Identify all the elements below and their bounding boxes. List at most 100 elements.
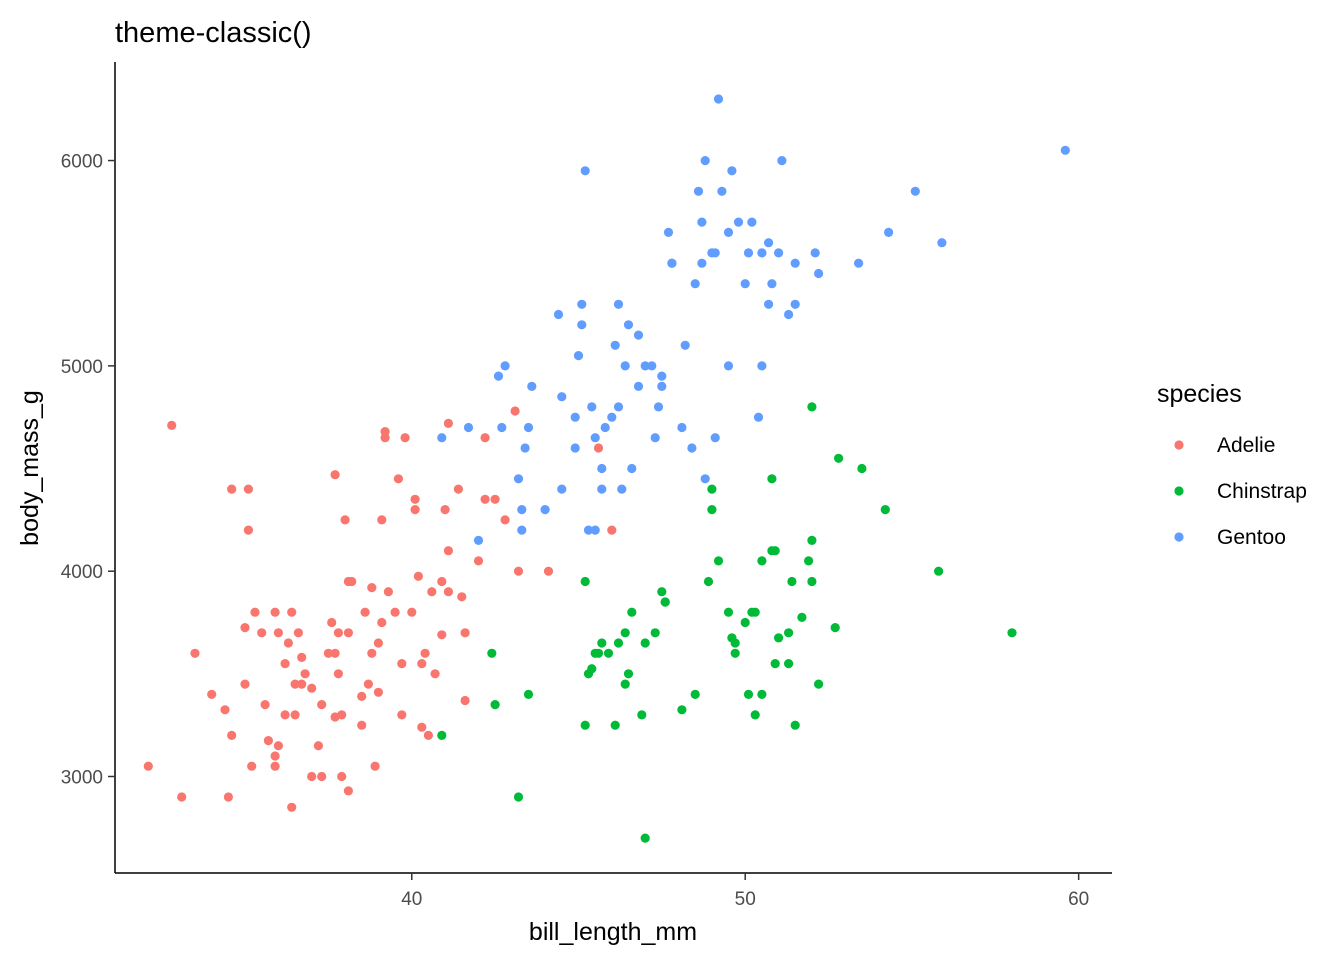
data-point-adelie xyxy=(257,628,267,638)
data-point-chinstrap xyxy=(690,689,700,700)
data-point-gentoo xyxy=(667,258,677,268)
data-point-gentoo xyxy=(713,94,724,104)
data-point-gentoo xyxy=(647,361,657,371)
data-point-adelie xyxy=(390,607,400,617)
data-point-chinstrap xyxy=(730,648,740,658)
data-point-adelie xyxy=(270,607,280,617)
data-point-gentoo xyxy=(777,156,787,166)
data-point-adelie xyxy=(337,771,347,782)
data-point-adelie xyxy=(227,730,237,741)
data-point-gentoo xyxy=(697,217,707,227)
data-point-chinstrap xyxy=(740,617,750,628)
data-point-chinstrap xyxy=(757,556,767,566)
x-axis-title: bill_length_mm xyxy=(529,918,697,946)
data-point-adelie xyxy=(220,705,230,715)
data-point-adelie xyxy=(327,617,337,628)
data-point-adelie xyxy=(240,679,250,689)
y-tick-label: 5000 xyxy=(61,357,103,378)
legend-label-chinstrap: Chinstrap xyxy=(1217,480,1307,503)
data-point-gentoo xyxy=(937,238,947,248)
data-point-chinstrap xyxy=(623,669,634,679)
data-point-chinstrap xyxy=(750,607,760,617)
data-point-gentoo xyxy=(697,258,707,268)
data-points xyxy=(143,94,1070,843)
data-point-chinstrap xyxy=(590,648,600,658)
data-point-adelie xyxy=(293,628,303,638)
data-point-adelie xyxy=(417,659,427,669)
data-point-adelie xyxy=(373,687,383,697)
data-point-adelie xyxy=(437,576,447,587)
data-point-gentoo xyxy=(790,258,800,268)
data-point-adelie xyxy=(397,710,407,720)
data-point-adelie xyxy=(500,515,510,525)
data-point-adelie xyxy=(247,761,257,771)
data-point-adelie xyxy=(397,659,407,669)
data-point-adelie xyxy=(357,720,367,730)
data-point-adelie xyxy=(307,771,317,782)
data-point-adelie xyxy=(330,648,340,658)
data-point-adelie xyxy=(283,638,293,648)
data-point-chinstrap xyxy=(857,463,867,474)
data-point-adelie xyxy=(440,505,450,515)
data-point-chinstrap xyxy=(650,628,660,638)
data-point-chinstrap xyxy=(513,792,524,802)
data-point-gentoo xyxy=(570,443,580,453)
legend-key-adelie xyxy=(1174,440,1184,450)
data-point-chinstrap xyxy=(797,612,807,623)
data-point-adelie xyxy=(273,741,283,751)
data-point-adelie xyxy=(290,679,300,689)
data-point-chinstrap xyxy=(713,556,724,566)
data-point-gentoo xyxy=(717,186,727,196)
data-point-gentoo xyxy=(583,525,594,535)
data-point-adelie xyxy=(480,433,490,443)
data-point-gentoo xyxy=(910,186,920,196)
data-point-adelie xyxy=(223,792,233,802)
axes xyxy=(114,62,1112,874)
data-point-chinstrap xyxy=(814,679,824,689)
data-point-chinstrap xyxy=(774,633,784,643)
data-point-gentoo xyxy=(743,248,754,258)
data-point-adelie xyxy=(367,583,377,593)
data-point-gentoo xyxy=(657,381,667,391)
data-point-chinstrap xyxy=(637,710,647,720)
data-point-adelie xyxy=(330,712,340,722)
data-point-adelie xyxy=(207,689,217,700)
data-point-adelie xyxy=(443,418,453,428)
legend-label-gentoo: Gentoo xyxy=(1217,526,1286,549)
data-point-adelie xyxy=(430,669,440,679)
data-point-gentoo xyxy=(527,381,537,391)
data-point-chinstrap xyxy=(487,648,497,658)
data-point-chinstrap xyxy=(640,833,650,843)
data-point-chinstrap xyxy=(807,402,817,412)
data-point-gentoo xyxy=(590,433,600,443)
data-point-adelie xyxy=(300,669,310,679)
data-point-adelie xyxy=(420,648,430,658)
data-point-adelie xyxy=(313,741,323,751)
data-point-adelie xyxy=(263,736,273,746)
data-point-chinstrap xyxy=(620,679,630,689)
data-point-adelie xyxy=(457,592,467,602)
data-point-adelie xyxy=(270,751,280,761)
data-point-gentoo xyxy=(557,392,567,402)
data-point-adelie xyxy=(473,556,484,566)
data-point-chinstrap xyxy=(703,576,714,587)
data-point-gentoo xyxy=(690,279,700,289)
data-point-adelie xyxy=(260,700,270,710)
data-point-gentoo xyxy=(513,474,524,484)
data-point-adelie xyxy=(270,761,280,771)
data-point-gentoo xyxy=(557,484,567,494)
data-point-adelie xyxy=(317,700,327,710)
data-point-gentoo xyxy=(727,166,737,176)
y-tick-label: 3000 xyxy=(61,768,103,789)
data-point-gentoo xyxy=(493,371,504,381)
data-point-gentoo xyxy=(607,412,617,422)
data-point-gentoo xyxy=(723,227,734,237)
data-point-chinstrap xyxy=(597,638,607,648)
data-point-adelie xyxy=(280,659,290,669)
data-point-adelie xyxy=(240,623,250,633)
legend-label-adelie: Adelie xyxy=(1217,434,1275,457)
data-point-chinstrap xyxy=(770,659,780,669)
data-point-adelie xyxy=(377,515,387,525)
data-point-chinstrap xyxy=(834,453,844,463)
